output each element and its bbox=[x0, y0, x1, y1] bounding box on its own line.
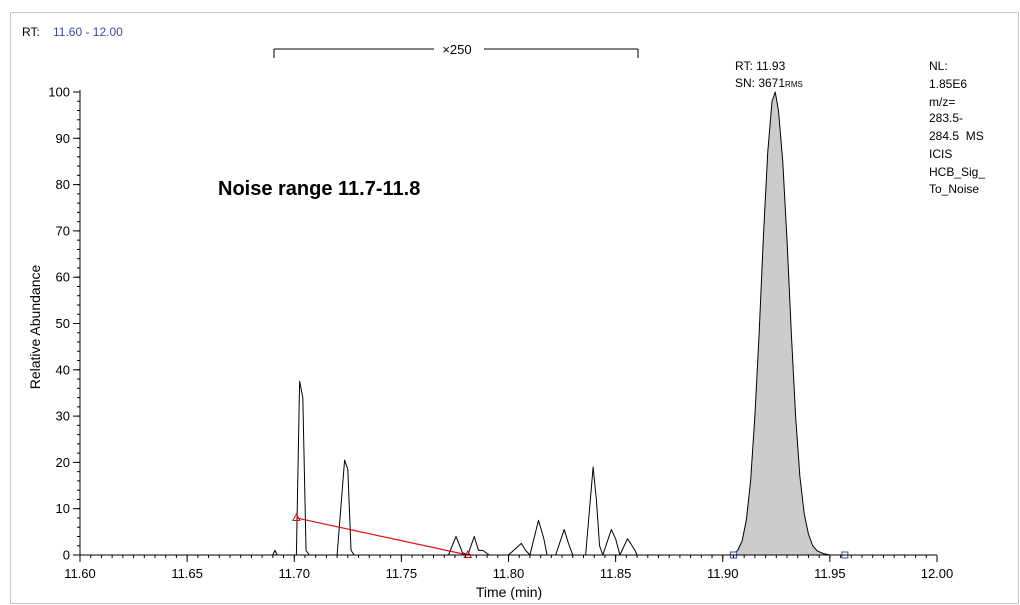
x-tick-label: 12.00 bbox=[921, 566, 954, 581]
main-peak-line bbox=[729, 91, 937, 556]
peak-sn-label: SN: 3671RMS bbox=[735, 76, 803, 90]
info-line: To_Noise bbox=[929, 182, 979, 196]
info-line: ICIS bbox=[929, 147, 952, 161]
y-tick-label: 40 bbox=[56, 362, 70, 377]
y-tick-label: 60 bbox=[56, 270, 70, 285]
rt-label: RT: bbox=[22, 25, 40, 39]
x-tick-label: 11.65 bbox=[171, 566, 203, 581]
noise-range-line bbox=[296, 517, 468, 556]
noise-endpoint-marker bbox=[463, 549, 473, 558]
x-tick-label: 11.95 bbox=[814, 566, 846, 581]
x-tick-label: 11.90 bbox=[707, 566, 739, 581]
y-tick-label: 20 bbox=[56, 455, 70, 470]
y-tick-label: 10 bbox=[56, 501, 70, 516]
y-tick-label: 70 bbox=[56, 223, 70, 238]
main-peak-fill bbox=[729, 92, 937, 555]
axes: 11.60 11.65 11.70 11.75 11.80 11.85 11.90 11.95… bbox=[48, 85, 953, 582]
y-tick-label: 100 bbox=[48, 85, 70, 100]
info-line: 1.85E6 bbox=[929, 77, 967, 91]
info-line: HCB_Sig_ bbox=[929, 165, 985, 179]
x-tick-label: 11.80 bbox=[493, 566, 525, 581]
y-tick-label: 30 bbox=[56, 409, 70, 424]
info-panel: NL: 1.85E6 m/z= 283.5- 284.5 MS ICIS HCB… bbox=[929, 59, 985, 196]
noise-trace-line bbox=[80, 380, 730, 556]
y-axis-label: Relative Abundance bbox=[27, 265, 43, 390]
x-tick-label: 11.75 bbox=[386, 566, 418, 581]
peak-sn-value: SN: 3671 bbox=[735, 76, 785, 90]
chart-border bbox=[10, 12, 1019, 604]
rt-range: 11.60 - 12.00 bbox=[53, 25, 123, 39]
x-tick-label: 11.85 bbox=[600, 566, 632, 581]
info-line: NL: bbox=[929, 59, 948, 73]
x-axis-label: Time (min) bbox=[476, 584, 542, 600]
y-tick-label: 50 bbox=[56, 316, 70, 331]
scale-bracket: ×250 bbox=[273, 42, 639, 58]
info-line: 284.5 MS bbox=[929, 129, 984, 143]
y-tick-label: 80 bbox=[56, 177, 70, 192]
y-tick-label: 0 bbox=[63, 548, 70, 563]
peak-sn-suffix: RMS bbox=[785, 80, 803, 89]
x-tick-label: 11.70 bbox=[278, 566, 310, 581]
info-line: m/z= bbox=[929, 95, 955, 109]
scale-factor-label: ×250 bbox=[442, 42, 471, 57]
x-tick-label: 11.60 bbox=[64, 566, 96, 581]
noise-endpoint-marker bbox=[292, 512, 301, 521]
info-line: 283.5- bbox=[929, 111, 963, 125]
plot-area bbox=[80, 91, 937, 559]
noise-range-label: Noise range 11.7-11.8 bbox=[218, 178, 420, 200]
peak-rt-label: RT: 11.93 bbox=[735, 59, 786, 73]
y-tick-label: 90 bbox=[56, 131, 70, 146]
